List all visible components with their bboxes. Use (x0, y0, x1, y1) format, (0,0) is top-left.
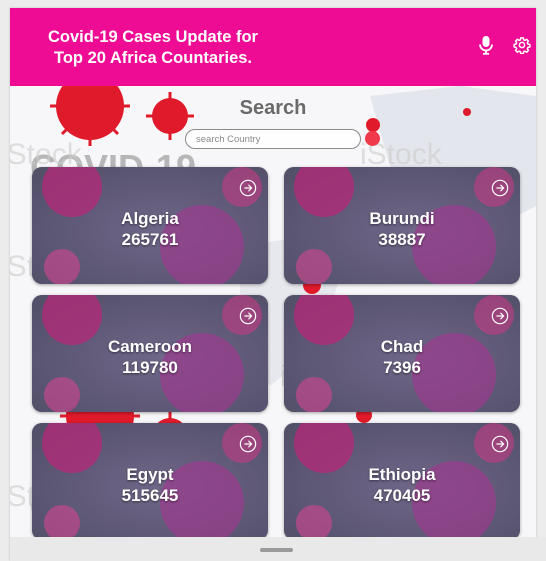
arrow-circle-right-icon[interactable] (239, 307, 257, 325)
gear-icon (513, 37, 531, 54)
case-count: 7396 (383, 358, 421, 377)
country-card[interactable]: Cameroon 119780 (32, 295, 268, 412)
virus-card-image (32, 295, 268, 412)
virus-card-image (32, 167, 268, 284)
country-info: Ethiopia 470405 (284, 464, 520, 506)
country-name: Egypt (126, 465, 174, 484)
country-name: Burundi (369, 209, 435, 228)
mic-button[interactable] (474, 33, 498, 57)
virus-card-image (284, 295, 520, 412)
country-card[interactable]: Burundi 38887 (284, 167, 520, 284)
arrow-circle-right-icon[interactable] (239, 179, 257, 197)
page-title: Covid-19 Cases Update for Top 20 Africa … (48, 28, 258, 67)
country-name: Chad (380, 337, 424, 356)
country-card[interactable]: Egypt 515645 (32, 423, 268, 540)
arrow-circle-right-icon[interactable] (491, 179, 509, 197)
country-info: Egypt 515645 (32, 464, 268, 506)
case-count: 119780 (122, 358, 178, 377)
country-info: Burundi 38887 (284, 208, 520, 250)
app-window: Covid-19 Cases Update for Top 20 Africa … (10, 8, 536, 561)
country-name: Cameroon (107, 337, 193, 356)
country-card[interactable]: Algeria 265761 (32, 167, 268, 284)
app-bar: Covid-19 Cases Update for Top 20 Africa … (10, 8, 536, 86)
search-input[interactable] (185, 129, 361, 149)
virus-card-image (284, 167, 520, 284)
svg-text:iStock: iStock (10, 138, 83, 171)
virus-card-image (284, 423, 520, 540)
country-name: Algeria (121, 209, 179, 228)
case-count: 265761 (121, 230, 179, 249)
arrow-circle-right-icon[interactable] (239, 435, 257, 453)
case-count: 38887 (378, 230, 426, 249)
case-count: 470405 (373, 486, 431, 505)
drag-handle[interactable] (260, 548, 293, 552)
case-count: 515645 (121, 486, 179, 505)
mic-icon (479, 36, 493, 55)
settings-button[interactable] (510, 33, 534, 57)
country-info: Cameroon 119780 (32, 336, 268, 378)
country-card[interactable]: Ethiopia 470405 (284, 423, 520, 540)
bottom-sheet-bar[interactable] (10, 537, 546, 561)
search-heading: Search (239, 97, 307, 119)
arrow-circle-right-icon[interactable] (491, 307, 509, 325)
virus-card-image (32, 423, 268, 540)
country-card[interactable]: Chad 7396 (284, 295, 520, 412)
arrow-circle-right-icon[interactable] (491, 435, 509, 453)
country-info: Algeria 265761 (32, 208, 268, 250)
country-name: Ethiopia (368, 465, 436, 484)
country-info: Chad 7396 (284, 336, 520, 378)
virus-dot (365, 131, 380, 146)
